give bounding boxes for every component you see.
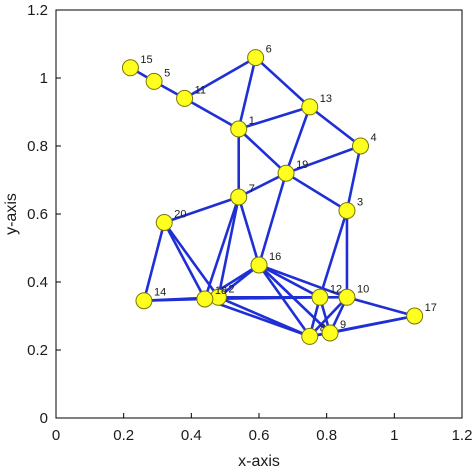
node-label-11: 11 bbox=[195, 84, 206, 96]
node-label-4: 4 bbox=[371, 132, 377, 144]
edge-6-1 bbox=[237, 56, 257, 131]
node-13 bbox=[301, 98, 319, 116]
node-9 bbox=[321, 324, 339, 342]
edge-16-12 bbox=[257, 263, 322, 299]
node-20 bbox=[155, 214, 173, 231]
y-tick-label: 1.2 bbox=[27, 2, 48, 19]
node-label-3: 3 bbox=[357, 197, 363, 209]
ticks-layer: 0 0.2 0.4 0.6 0.8 1 1.2 0 0.2 0.4 0.6 0.8 1 1.2 bbox=[27, 2, 472, 444]
node-11 bbox=[176, 89, 194, 107]
edge-4-19 bbox=[284, 144, 362, 175]
node-label-14: 14 bbox=[154, 287, 166, 299]
edge-19-16 bbox=[257, 171, 288, 267]
node-16 bbox=[250, 256, 268, 274]
y-tick-label: 1 bbox=[40, 70, 48, 87]
edge-1-19 bbox=[237, 127, 288, 175]
edge-10-17 bbox=[345, 295, 416, 318]
node-label-13: 13 bbox=[320, 93, 332, 105]
x-axis-label: x-axis bbox=[238, 453, 280, 470]
x-tick-label: 0.2 bbox=[113, 427, 134, 444]
edge-16-10 bbox=[257, 263, 349, 299]
node-label-5: 5 bbox=[164, 67, 170, 79]
edge-9-17 bbox=[328, 314, 416, 335]
edge-20-14 bbox=[142, 221, 166, 303]
edge-16-8 bbox=[257, 263, 312, 338]
node-15 bbox=[121, 59, 139, 77]
node-12 bbox=[311, 288, 329, 306]
x-tick-label: 1 bbox=[390, 427, 398, 444]
node-10 bbox=[338, 288, 356, 306]
edge-20-18 bbox=[162, 221, 207, 301]
edge-11-6 bbox=[183, 56, 257, 100]
edge-19-7 bbox=[237, 171, 288, 199]
edge-13-4 bbox=[308, 105, 362, 148]
node-label-20: 20 bbox=[174, 209, 186, 221]
edge-16-9 bbox=[257, 263, 332, 335]
edge-1-13 bbox=[237, 105, 312, 131]
node-5 bbox=[145, 72, 163, 90]
node-label-1: 1 bbox=[249, 115, 255, 127]
edge-3-12 bbox=[318, 209, 349, 299]
edge-13-19 bbox=[284, 105, 312, 175]
node-label-8: 8 bbox=[320, 322, 326, 334]
node-label-2: 2 bbox=[228, 283, 234, 295]
y-tick-label: 0.4 bbox=[27, 274, 48, 291]
node-14 bbox=[135, 292, 153, 310]
node-label-16: 16 bbox=[269, 251, 281, 263]
edge-4-3 bbox=[345, 144, 362, 212]
edge-7-2 bbox=[217, 195, 240, 299]
node-label-15: 15 bbox=[140, 54, 152, 66]
node-label-17: 17 bbox=[425, 302, 437, 314]
x-tick-label: 0 bbox=[52, 427, 60, 444]
edge-6-13 bbox=[254, 56, 312, 109]
node-label-6: 6 bbox=[266, 44, 272, 56]
edge-20-2 bbox=[162, 221, 220, 299]
x-tick-label: 0.8 bbox=[316, 427, 337, 444]
node-19 bbox=[277, 164, 295, 182]
node-label-18: 18 bbox=[215, 285, 227, 297]
x-tick-label: 0.6 bbox=[249, 427, 270, 444]
node-4 bbox=[352, 137, 369, 155]
node-label-7: 7 bbox=[249, 183, 255, 195]
node-17 bbox=[406, 307, 424, 325]
node-6 bbox=[247, 49, 265, 67]
node-3 bbox=[338, 202, 356, 220]
edge-2-16 bbox=[217, 263, 261, 299]
node-label-10: 10 bbox=[357, 283, 369, 295]
y-tick-label: 0.8 bbox=[27, 138, 48, 155]
node-label-12: 12 bbox=[330, 283, 342, 295]
edge-10-8 bbox=[308, 295, 349, 338]
node-8 bbox=[301, 327, 319, 345]
y-tick-label: 0.2 bbox=[27, 342, 48, 359]
node-label-9: 9 bbox=[340, 319, 346, 331]
y-tick-label: 0 bbox=[40, 410, 48, 427]
plot-area bbox=[55, 9, 463, 419]
edge-2-8 bbox=[217, 295, 312, 338]
edge-7-18 bbox=[203, 195, 240, 301]
edge-7-16 bbox=[237, 195, 261, 267]
node-1 bbox=[230, 120, 248, 138]
edge-11-1 bbox=[183, 97, 240, 131]
node-7 bbox=[230, 188, 248, 206]
node-18 bbox=[196, 290, 214, 308]
y-axis-label: y-axis bbox=[3, 193, 20, 235]
x-tick-label: 0.4 bbox=[181, 427, 202, 444]
x-tick-label: 1.2 bbox=[452, 427, 473, 444]
node-label-19: 19 bbox=[296, 159, 308, 171]
y-tick-label: 0.6 bbox=[27, 206, 48, 223]
edge-7-20 bbox=[162, 195, 240, 224]
edge-19-3 bbox=[284, 171, 349, 212]
